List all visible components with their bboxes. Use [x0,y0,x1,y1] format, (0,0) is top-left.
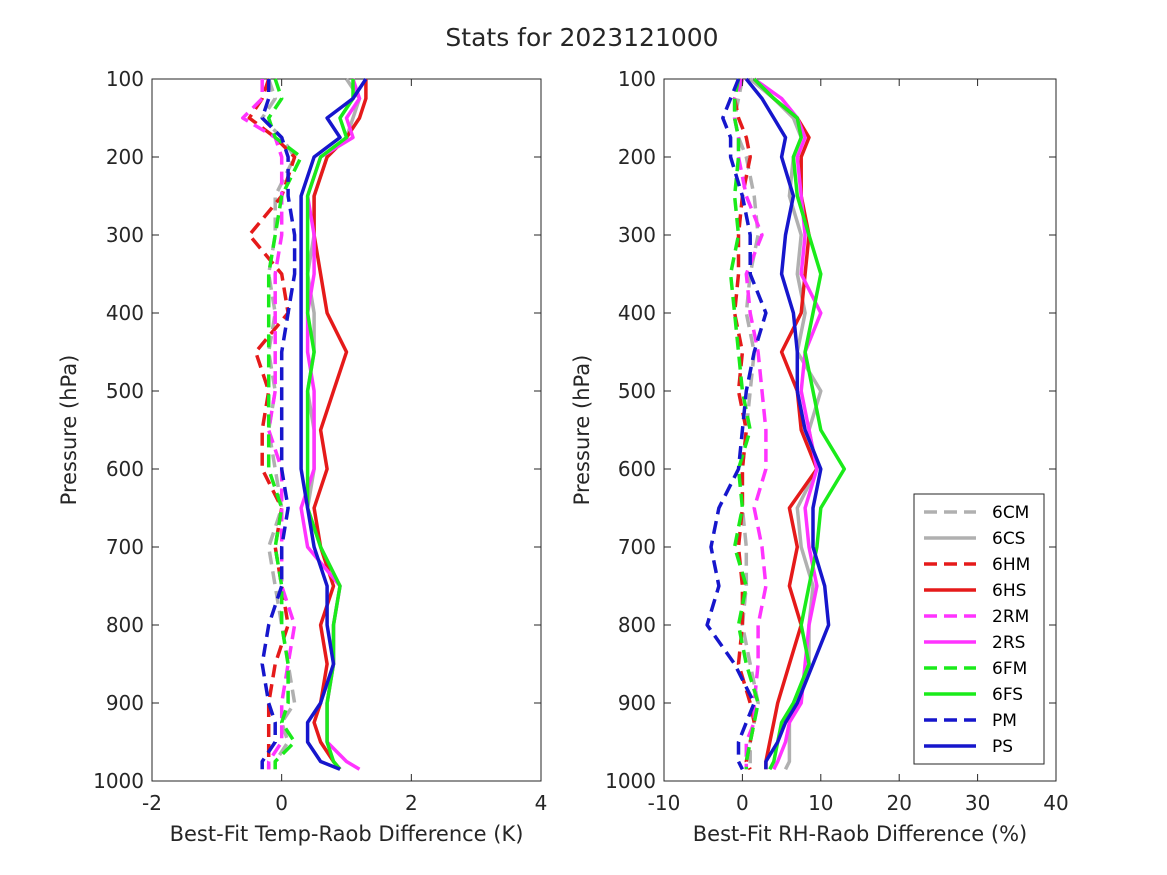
legend-label-2rm: 2RM [992,607,1029,627]
temp-series-6fs [305,79,355,771]
rh-ytick-label: 700 [618,535,656,559]
rh-ytick-label: 100 [618,67,656,91]
legend-label-6cm: 6CM [992,503,1029,523]
temp-panel: 100 200 300 400 500 600 700 800 900 1000-2 0 2 4 Best… [57,67,547,846]
temp-series-pm [260,79,297,770]
rh-series-group [705,77,847,771]
temp-series-2rm [241,79,297,770]
temp-ytick-label: 700 [106,535,144,559]
legend-label-6hm: 6HM [992,555,1030,575]
legend-label-2rs: 2RS [992,633,1025,653]
rh-series-2rs [753,77,823,771]
rh-series-ps [744,77,831,770]
temp-ytick-label: 500 [106,379,144,403]
rh-ytick-label: 200 [618,145,656,169]
rh-ytick-label: 500 [618,379,656,403]
rh-series-6hs [752,77,819,770]
rh-xtick-label: -10 [648,791,681,815]
temp-ytick-label: 300 [106,223,144,247]
rh-xtick-label: 30 [965,791,990,815]
rh-ytick-label: 400 [618,301,656,325]
temp-xtick-label: -2 [142,791,162,815]
legend-label-6fm: 6FM [992,659,1027,679]
temp-ytick-label: 400 [106,301,144,325]
legend-label-pm: PM [992,711,1017,731]
legend-label-6fs: 6FS [992,685,1023,705]
rh-series-6fm [728,78,760,770]
rh-ytick-label: 900 [618,691,656,715]
temp-ytick-label: 100 [106,67,144,91]
rh-ylabel: Pressure (hPa) [570,355,594,506]
rh-xtick-label: 0 [736,791,749,815]
temp-axes-box [151,78,542,782]
temp-ytick-label: 600 [106,457,144,481]
temp-ytick-label: 800 [106,613,144,637]
temp-xlabel: Best-Fit Temp-Raob Difference (K) [170,822,524,846]
legend-label-ps: PS [992,737,1013,757]
temp-xtick-label: 0 [275,791,288,815]
temp-series-ps [299,78,368,771]
rh-ytick-label: 1000 [605,769,656,793]
temp-ytick-label: 900 [106,691,144,715]
rh-series-2rm [732,78,768,770]
rh-xtick-label: 40 [1043,791,1068,815]
temp-xtick-label: 4 [535,791,548,815]
rh-xtick-label: 20 [886,791,911,815]
temp-series-6hm [247,78,297,770]
rh-series-pm [705,78,768,771]
rh-ytick-label: 600 [618,457,656,481]
temp-series-group [241,78,368,771]
temp-xtick-label: 2 [405,791,418,815]
legend-label-6hs: 6HS [992,581,1026,601]
temp-ytick-label: 200 [106,145,144,169]
rh-ytick-label: 800 [618,613,656,637]
rh-series-6fs [752,77,847,771]
rh-ytick-label: 300 [618,223,656,247]
rh-xlabel: Best-Fit RH-Raob Difference (%) [693,822,1027,846]
temp-series-6fm [266,78,303,770]
rh-xtick-label: 10 [808,791,833,815]
temp-ytick-label: 1000 [93,769,144,793]
legend: 6CM 6CS 6HM 6HS 2RM 2RS 6FM 6FS PM PS [913,493,1045,765]
legend-label-6cs: 6CS [992,529,1025,549]
temp-ylabel: Pressure (hPa) [57,355,81,506]
figure-title: Stats for 2023121000 [445,23,718,52]
